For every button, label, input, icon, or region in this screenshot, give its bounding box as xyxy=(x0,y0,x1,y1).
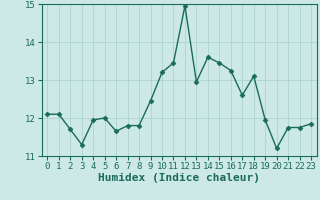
X-axis label: Humidex (Indice chaleur): Humidex (Indice chaleur) xyxy=(98,173,260,183)
